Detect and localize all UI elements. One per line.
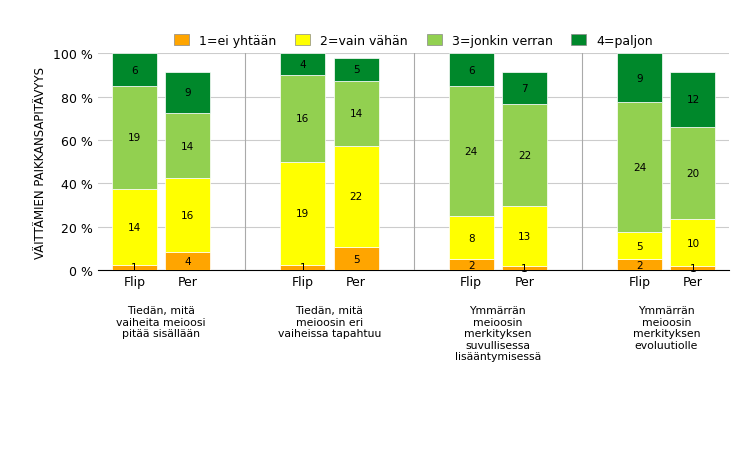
Bar <box>334 146 378 248</box>
Text: 16: 16 <box>181 210 194 221</box>
Bar <box>334 248 378 271</box>
Bar <box>334 59 378 82</box>
Text: 4: 4 <box>299 60 306 70</box>
Bar <box>671 73 715 128</box>
Text: 9: 9 <box>184 88 191 98</box>
Text: 24: 24 <box>633 163 646 173</box>
Text: 16: 16 <box>296 114 309 124</box>
Bar <box>165 252 210 271</box>
Bar <box>334 82 378 146</box>
Text: 9: 9 <box>636 74 643 83</box>
Text: 10: 10 <box>687 238 699 248</box>
Text: Tiedän, mitä
vaiheita meioosi
pitää sisällään: Tiedän, mitä vaiheita meioosi pitää sisä… <box>116 305 206 338</box>
Bar <box>671 266 715 271</box>
Bar <box>449 54 493 87</box>
Bar <box>165 114 210 179</box>
Bar <box>671 128 715 220</box>
Text: 5: 5 <box>353 254 359 264</box>
Bar <box>617 103 662 233</box>
Text: 1: 1 <box>131 263 138 273</box>
Text: 1: 1 <box>299 263 306 273</box>
Text: 22: 22 <box>518 151 531 161</box>
Text: 1: 1 <box>690 263 696 273</box>
Bar <box>280 162 325 265</box>
Bar <box>280 265 325 271</box>
Bar <box>617 233 662 260</box>
Text: 14: 14 <box>350 109 362 119</box>
Bar <box>671 220 715 266</box>
Text: 13: 13 <box>518 231 531 241</box>
Text: 19: 19 <box>128 133 141 143</box>
Legend: 1=ei yhtään, 2=vain vähän, 3=jonkin verran, 4=paljon: 1=ei yhtään, 2=vain vähän, 3=jonkin verr… <box>169 30 658 53</box>
Text: 7: 7 <box>521 84 528 94</box>
Bar <box>449 216 493 260</box>
Text: 2: 2 <box>636 260 643 270</box>
Bar <box>165 73 210 114</box>
Bar <box>449 87 493 216</box>
Text: 2: 2 <box>468 260 475 270</box>
Bar <box>280 76 325 162</box>
Text: 6: 6 <box>468 65 475 75</box>
Bar <box>502 206 547 266</box>
Text: 12: 12 <box>687 95 699 105</box>
Text: 22: 22 <box>350 192 362 202</box>
Text: 5: 5 <box>353 65 359 75</box>
Text: 14: 14 <box>181 141 194 151</box>
Bar <box>617 54 662 103</box>
Text: 5: 5 <box>636 241 643 251</box>
Bar <box>165 179 210 252</box>
Text: Ymmärrän
meioosin
merkityksen
suvullisessa
lisääntymisessä: Ymmärrän meioosin merkityksen suvullises… <box>455 305 541 362</box>
Text: 1: 1 <box>521 263 528 273</box>
Bar <box>502 266 547 271</box>
Text: 24: 24 <box>465 147 478 156</box>
Text: 8: 8 <box>468 233 475 243</box>
Text: Tiedän, mitä
meioosin eri
vaiheissa tapahtuu: Tiedän, mitä meioosin eri vaiheissa tapa… <box>277 305 381 338</box>
Text: Ymmärrän
meioosin
merkityksen
evoluutiolle: Ymmärrän meioosin merkityksen evoluutiol… <box>632 305 700 350</box>
Y-axis label: VÄITTÄMIEN PAIKKANSAPITÄVYYS: VÄITTÄMIEN PAIKKANSAPITÄVYYS <box>35 67 47 258</box>
Text: 4: 4 <box>184 257 191 267</box>
Bar <box>112 87 156 189</box>
Bar <box>617 260 662 271</box>
Bar <box>112 265 156 271</box>
Bar <box>280 54 325 76</box>
Bar <box>502 105 547 206</box>
Bar <box>112 54 156 87</box>
Text: 19: 19 <box>296 209 309 219</box>
Text: 6: 6 <box>131 65 138 75</box>
Bar <box>449 260 493 271</box>
Bar <box>112 189 156 265</box>
Text: 14: 14 <box>128 222 141 232</box>
Bar <box>502 73 547 105</box>
Text: 20: 20 <box>687 169 699 179</box>
